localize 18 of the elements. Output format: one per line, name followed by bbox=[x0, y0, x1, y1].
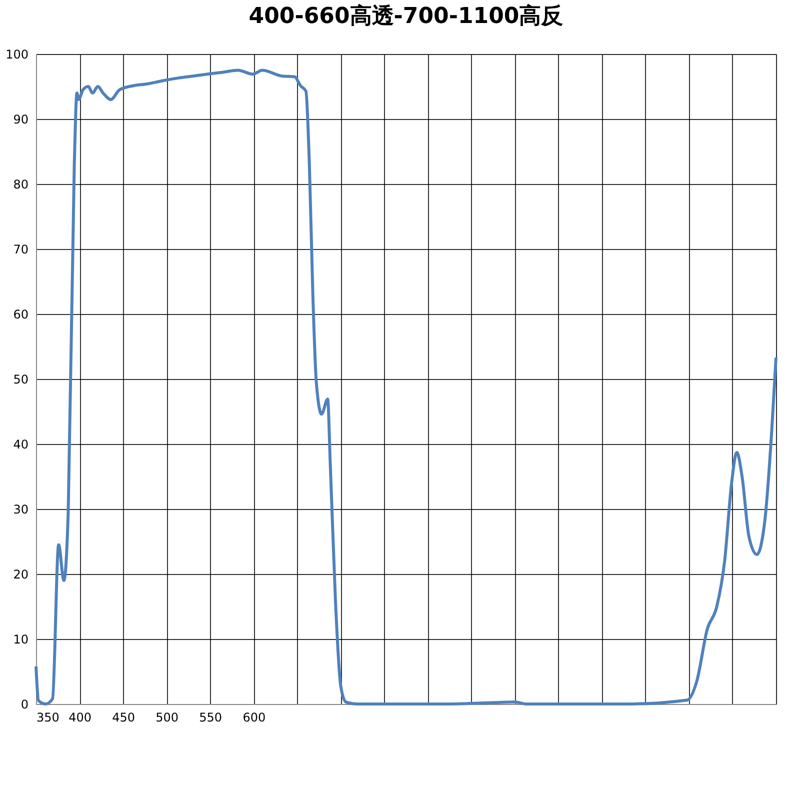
x-tick-label: 600 bbox=[242, 710, 266, 724]
y-tick-label: 10 bbox=[13, 632, 28, 646]
y-tick-label: 20 bbox=[13, 568, 28, 582]
x-tick-label: 500 bbox=[156, 710, 179, 724]
y-tick-label: 60 bbox=[13, 308, 28, 322]
y-tick-label: 50 bbox=[13, 372, 28, 386]
y-tick-label: 70 bbox=[13, 242, 28, 256]
y-tick-label: 100 bbox=[6, 48, 28, 62]
chart-title: 400-660高透-700-1100高反 bbox=[248, 3, 564, 29]
y-tick-label: 90 bbox=[13, 112, 28, 126]
x-tick-label: 400 bbox=[68, 710, 92, 724]
y-tick-label: 80 bbox=[13, 178, 28, 192]
y-tick-label: 0 bbox=[20, 698, 28, 712]
y-tick-label: 40 bbox=[13, 438, 28, 452]
y-tick-label: 30 bbox=[13, 502, 28, 516]
x-tick-label: 450 bbox=[112, 710, 136, 724]
x-tick-label: 550 bbox=[199, 710, 222, 724]
x-tick-label: 350 bbox=[36, 710, 60, 724]
